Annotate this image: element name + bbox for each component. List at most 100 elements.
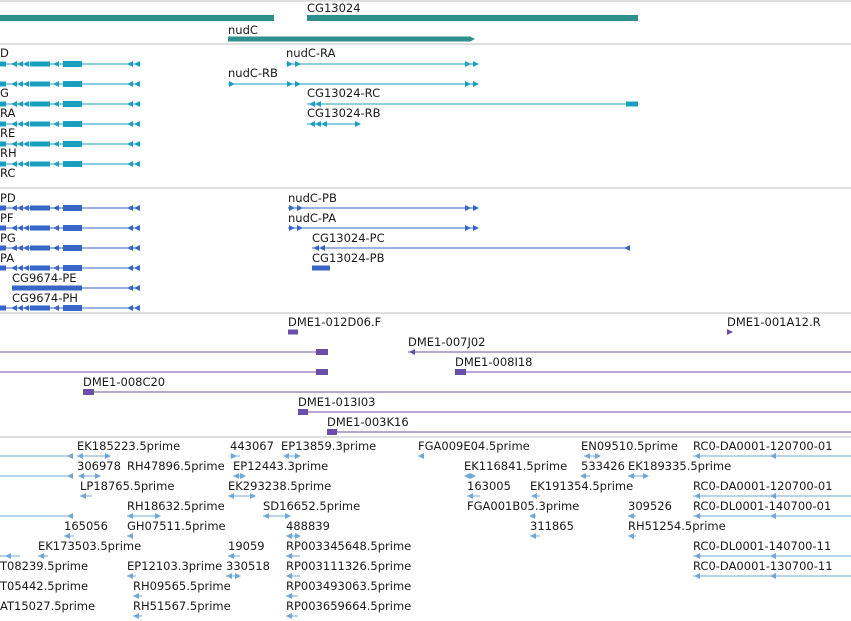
est-label[interactable]: EK191354.5prime bbox=[530, 479, 633, 493]
exon-block[interactable] bbox=[63, 101, 82, 107]
transcript-label[interactable]: nudC-RB bbox=[228, 66, 278, 80]
protein-label[interactable]: PG bbox=[0, 231, 16, 245]
est-label[interactable]: EK116841.5prime bbox=[464, 459, 567, 473]
transcript-label[interactable]: nudC-RA bbox=[286, 46, 336, 60]
est-label[interactable]: 306978 bbox=[77, 459, 121, 473]
clone-label[interactable]: DME1-013I03 bbox=[298, 395, 376, 409]
protein-label[interactable]: PA bbox=[0, 251, 14, 265]
exon-block[interactable] bbox=[0, 101, 6, 107]
exon-block[interactable] bbox=[63, 265, 82, 271]
est-label[interactable]: T08239.5prime bbox=[0, 559, 88, 573]
est-label[interactable]: EP12443.3prime bbox=[233, 459, 328, 473]
exon-block[interactable] bbox=[30, 101, 50, 107]
transcript-label[interactable]: RE bbox=[0, 126, 15, 140]
est-label[interactable]: EK293238.5prime bbox=[228, 479, 331, 493]
exon-block[interactable] bbox=[63, 61, 82, 67]
exon-block[interactable] bbox=[63, 161, 82, 167]
transcript-label[interactable]: CG13024-RB bbox=[307, 106, 381, 120]
gene-feature[interactable] bbox=[0, 15, 274, 21]
est-label[interactable]: RP003111326.5prime bbox=[286, 559, 411, 573]
transcript-label[interactable]: RC bbox=[0, 166, 15, 180]
est-label[interactable]: 163005 bbox=[467, 479, 511, 493]
exon-block[interactable] bbox=[0, 305, 6, 311]
exon-block[interactable] bbox=[30, 161, 50, 167]
protein-block[interactable] bbox=[12, 285, 82, 291]
transcript-label[interactable]: RA bbox=[0, 106, 16, 120]
est-label[interactable]: 311865 bbox=[530, 519, 574, 533]
exon-block[interactable] bbox=[0, 225, 6, 231]
exon-block[interactable] bbox=[30, 205, 50, 211]
est-label[interactable]: RP003659664.5prime bbox=[286, 599, 411, 613]
gene-feature[interactable] bbox=[228, 36, 470, 42]
exon-block[interactable] bbox=[0, 61, 6, 67]
exon-block[interactable] bbox=[0, 205, 6, 211]
protein-label[interactable]: CG9674-PH bbox=[12, 291, 78, 305]
gene-label[interactable]: CG13024 bbox=[307, 1, 361, 15]
clone-label[interactable]: DME1-008I18 bbox=[455, 355, 533, 369]
exon-block[interactable] bbox=[0, 141, 6, 147]
exon-block[interactable] bbox=[63, 305, 82, 311]
exon-block[interactable] bbox=[30, 225, 50, 231]
clone-label[interactable]: DME1-008C20 bbox=[83, 375, 165, 389]
protein-label[interactable]: CG9674-PE bbox=[12, 271, 77, 285]
exon-block[interactable] bbox=[30, 121, 50, 127]
exon-block[interactable] bbox=[63, 225, 82, 231]
clone-end[interactable] bbox=[455, 369, 466, 375]
exon-block[interactable] bbox=[63, 205, 82, 211]
exon-block[interactable] bbox=[30, 61, 50, 67]
exon-block[interactable] bbox=[30, 265, 50, 271]
exon-block[interactable] bbox=[30, 305, 50, 311]
protein-block[interactable] bbox=[312, 265, 330, 271]
est-label[interactable]: RC0-DA0001-130700-11 bbox=[693, 559, 833, 573]
est-label[interactable]: EK189335.5prime bbox=[628, 459, 731, 473]
est-label[interactable]: EP12103.3prime bbox=[127, 559, 222, 573]
transcript-label[interactable]: CG13024-RC bbox=[307, 86, 380, 100]
est-label[interactable]: GH07511.5prime bbox=[127, 519, 226, 533]
clone-end[interactable] bbox=[316, 349, 328, 355]
transcript-label[interactable]: G bbox=[0, 86, 9, 100]
est-label[interactable]: EK173503.5prime bbox=[38, 539, 141, 553]
est-label[interactable]: RP003493063.5prime bbox=[286, 579, 411, 593]
est-label[interactable]: EN09510.5prime bbox=[581, 439, 678, 453]
exon-block[interactable] bbox=[30, 141, 50, 147]
est-label[interactable]: RP003345648.5prime bbox=[286, 539, 411, 553]
gene-feature[interactable] bbox=[307, 15, 638, 21]
est-label[interactable]: 309526 bbox=[628, 499, 672, 513]
clone-end[interactable] bbox=[288, 329, 298, 335]
protein-label[interactable]: CG13024-PC bbox=[312, 231, 385, 245]
exon-block[interactable] bbox=[30, 81, 50, 87]
exon-block[interactable] bbox=[0, 161, 6, 167]
clone-label[interactable]: DME1-001A12.R bbox=[727, 315, 821, 329]
est-label[interactable]: LP18765.5prime bbox=[80, 479, 174, 493]
clone-label[interactable]: DME1-007J02 bbox=[408, 335, 486, 349]
protein-label[interactable]: nudC-PA bbox=[288, 211, 336, 225]
exon-block[interactable] bbox=[0, 245, 6, 251]
exon-block[interactable] bbox=[63, 121, 82, 127]
est-label[interactable]: 443067 bbox=[230, 439, 274, 453]
est-label[interactable]: 330518 bbox=[226, 559, 270, 573]
est-label[interactable]: SD16652.5prime bbox=[263, 499, 360, 513]
est-label[interactable]: FGA009E04.5prime bbox=[418, 439, 530, 453]
clone-label[interactable]: DME1-012D06.F bbox=[288, 315, 381, 329]
clone-end[interactable] bbox=[316, 369, 328, 375]
est-label[interactable]: 19059 bbox=[228, 539, 265, 553]
est-label[interactable]: AT15027.5prime bbox=[0, 599, 95, 613]
protein-label[interactable]: PF bbox=[0, 211, 14, 225]
exon-block[interactable] bbox=[626, 101, 638, 107]
clone-label[interactable]: DME1-003K16 bbox=[327, 415, 409, 429]
transcript-label[interactable]: RH bbox=[0, 146, 17, 160]
clone-end[interactable] bbox=[298, 409, 308, 415]
est-label[interactable]: RH51254.5prime bbox=[628, 519, 726, 533]
est-label[interactable]: RH51567.5prime bbox=[133, 599, 231, 613]
est-label[interactable]: RC0-DA0001-120700-01 bbox=[693, 479, 833, 493]
est-label[interactable]: 165056 bbox=[64, 519, 108, 533]
transcript-label[interactable]: D bbox=[0, 46, 9, 60]
est-label[interactable]: 533426 bbox=[581, 459, 625, 473]
est-label[interactable]: RC0-DL0001-140700-01 bbox=[693, 499, 831, 513]
exon-block[interactable] bbox=[63, 141, 82, 147]
protein-label[interactable]: PD bbox=[0, 191, 16, 205]
exon-block[interactable] bbox=[63, 245, 82, 251]
est-label[interactable]: T05442.5prime bbox=[0, 579, 88, 593]
est-label[interactable]: RC0-DL0001-140700-11 bbox=[693, 539, 831, 553]
exon-block[interactable] bbox=[30, 245, 50, 251]
